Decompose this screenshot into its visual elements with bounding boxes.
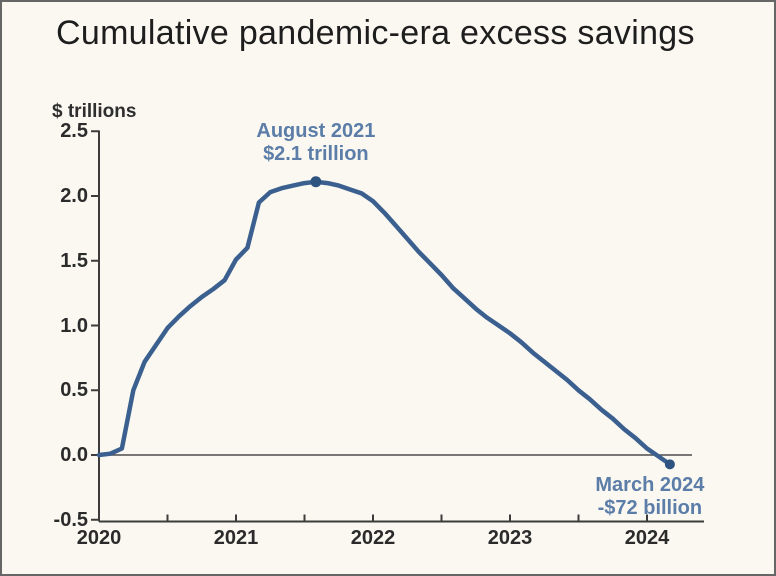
y-tick-label: 0.0 (60, 444, 88, 466)
x-tick-label: 2022 (350, 527, 396, 549)
y-tick-label: 2.0 (60, 185, 88, 207)
annotation-end: March 2024 -$72 billion (555, 474, 745, 520)
annotation-end-value: -$72 billion (597, 497, 703, 520)
annotation-peak-value: $2.1 trillion (263, 142, 369, 165)
x-tick-label: 2023 (487, 527, 533, 549)
y-axis-unit-label: $ trillions (52, 101, 137, 122)
y-tick-label: 0.5 (60, 379, 88, 402)
x-tick-label: 2024 (624, 527, 670, 549)
y-tick-label: -0.5 (53, 508, 88, 531)
annotation-end-date: March 2024 (595, 474, 705, 497)
x-tick-label: 2020 (76, 527, 122, 549)
peak-dot (310, 176, 322, 188)
annotation-peak: August 2021 $2.1 trillion (221, 120, 411, 166)
y-tick-label: 2.5 (60, 120, 88, 143)
series-line (96, 179, 673, 467)
y-tick-label: 1.0 (60, 314, 88, 337)
end-dot (664, 459, 675, 470)
annotation-peak-date: August 2021 (256, 119, 376, 142)
y-tick-label: 1.5 (60, 249, 88, 272)
chart-title: Cumulative pandemic-era excess savings (56, 14, 695, 52)
x-tick-label: 2021 (213, 527, 259, 549)
